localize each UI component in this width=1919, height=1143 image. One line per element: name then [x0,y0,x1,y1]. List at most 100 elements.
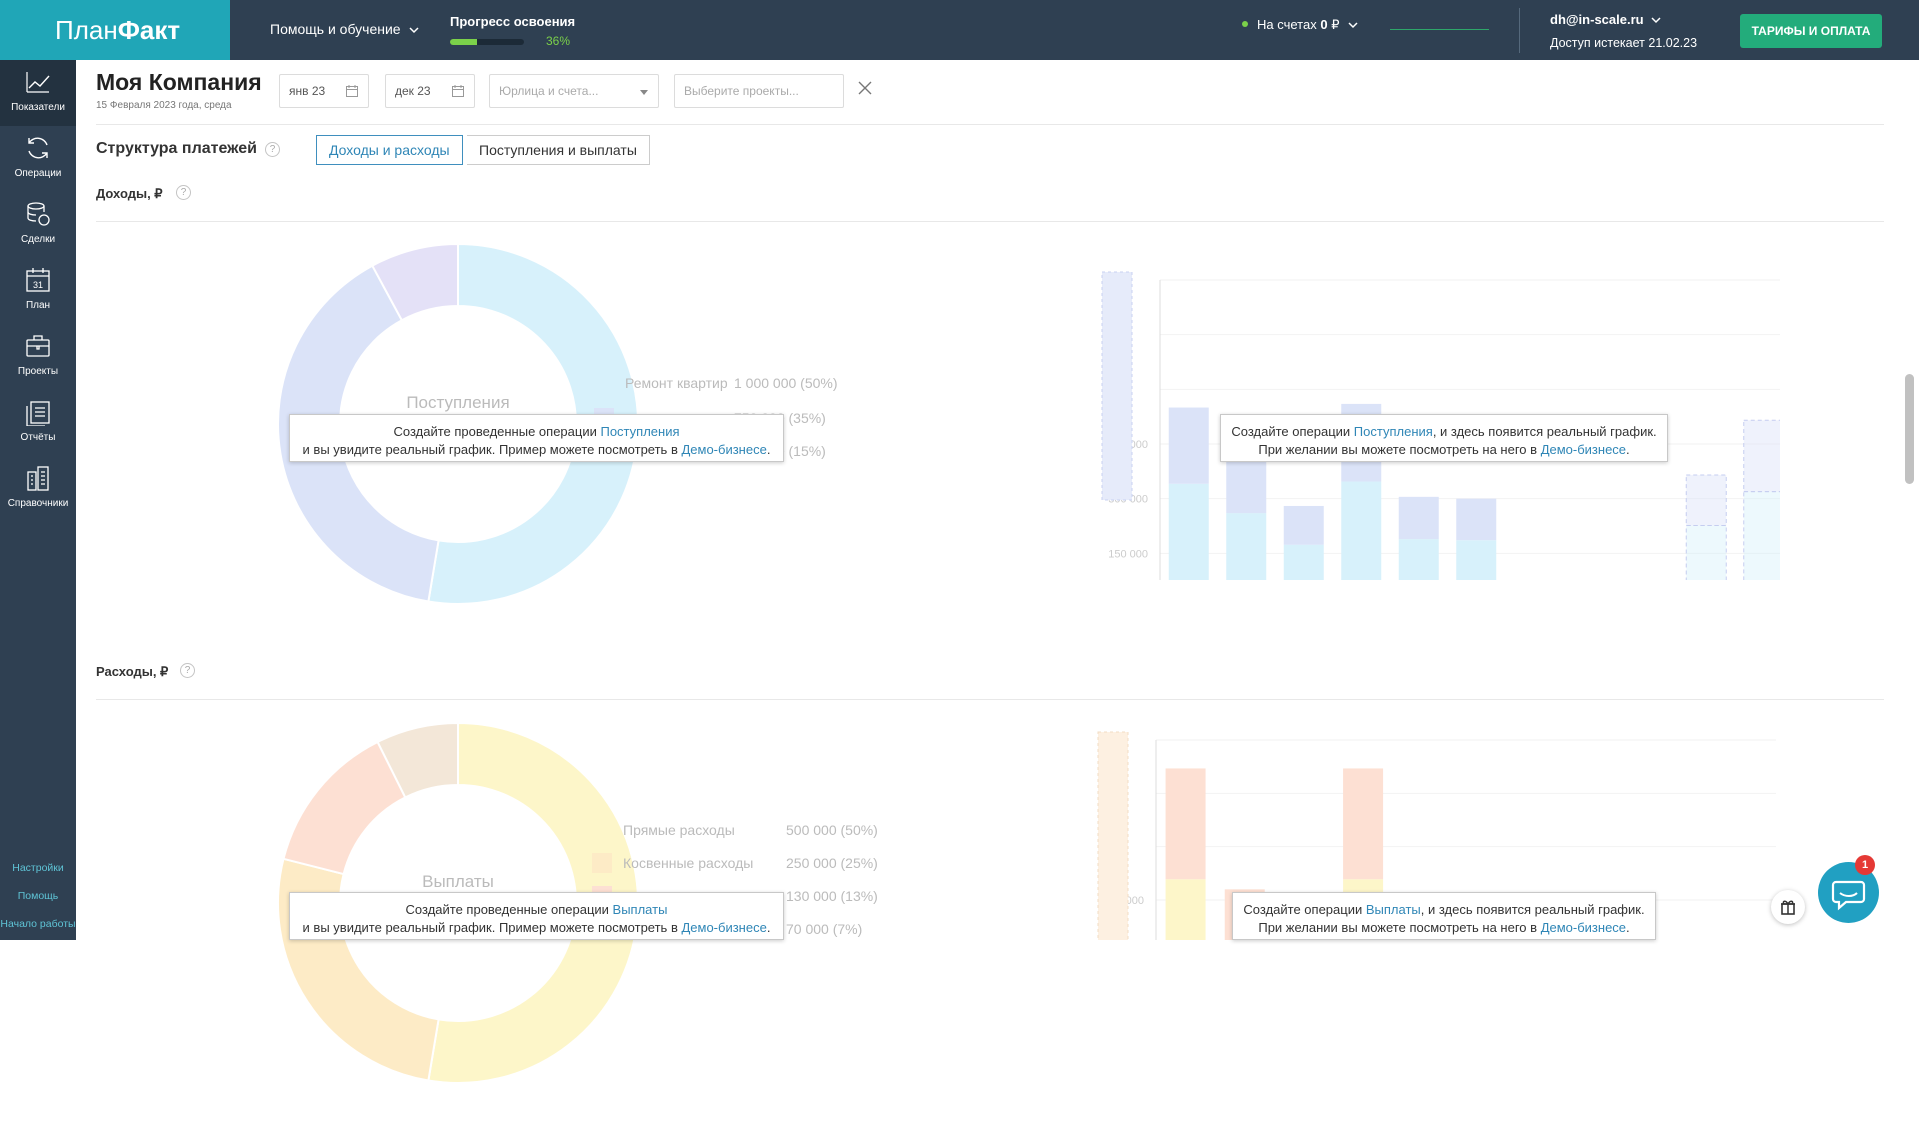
learning-progress[interactable]: Прогресс освоения 36% [450,14,576,48]
payments-link[interactable]: Выплаты [1365,902,1421,917]
getting-started-link[interactable]: Начало работы [0,918,76,930]
demo-business-link[interactable]: Демо-бизнесе [1540,442,1627,457]
expense-bar-hint: Создайте операции Выплаты, и здесь появи… [1232,892,1656,940]
hint-text: . [1626,442,1630,457]
demo-business-link[interactable]: Демо-бизнесе [1540,920,1627,935]
help-icon[interactable]: ? [265,142,280,157]
bar-segment [1168,483,1209,580]
settings-link[interactable]: Настройки [12,862,64,874]
user-email[interactable]: dh@in-scale.ru [1550,12,1644,27]
gift-button[interactable] [1771,890,1805,924]
hint-text: . [766,920,771,935]
bar-segment [1685,474,1727,527]
tab-receipts-payments[interactable]: Поступления и выплаты [467,135,650,165]
sidebar-item-references[interactable]: Справочники [0,456,76,522]
help-menu-label: Помощь и обучение [270,21,401,37]
sidebar-item-label: План [25,300,51,311]
receipts-link[interactable]: Поступления [600,424,680,439]
demo-business-link[interactable]: Демо-бизнесе [681,920,767,935]
donut-slice [277,264,440,603]
sidebar-item-plan[interactable]: 31 План [0,258,76,324]
accounts-underline [1390,29,1489,30]
bar-segment [1398,496,1439,540]
donut-slice [370,242,459,322]
hint-text: Создайте операции [1243,902,1363,917]
entity-select[interactable]: Юрлица и счета... [489,74,659,108]
projects-placeholder: Выберите проекты... [684,84,799,98]
legend-name: Ремонт квартир [625,375,728,391]
receipts-link[interactable]: Поступления [1353,424,1433,439]
logo-text-bold: Факт [117,15,181,45]
top-bar: ПланФакт Помощь и обучение Прогресс осво… [0,0,1919,60]
sidebar-item-projects[interactable]: Проекты [0,324,76,390]
hint-text: , и здесь появится реальный график. [1420,902,1645,917]
income-donut-hint: Создайте проведенные операции Поступлени… [289,414,784,462]
period-from-value: янв 23 [289,84,326,98]
divider [96,124,1884,125]
expense-donut-hint: Создайте проведенные операции Выплаты и … [289,892,784,940]
income-title: Доходы, ₽ [96,186,163,201]
chart-line-icon [26,72,50,93]
sidebar-item-label: Проекты [17,366,59,377]
demo-business-link[interactable]: Демо-бизнесе [681,442,767,457]
access-expiry: Доступ истекает 21.02.23 [1550,36,1698,50]
chevron-down-icon [1348,22,1358,29]
bar-segment [1226,454,1267,514]
structure-title: Структура платежей [96,140,258,157]
help-link[interactable]: Помощь [17,890,59,902]
user-menu[interactable]: dh@in-scale.ru Доступ истекает 21.02.23 [1550,12,1697,50]
calendar-day: 31 [33,280,43,290]
chevron-down-icon [409,27,420,34]
sidebar-item-indicators[interactable]: Показатели [0,60,76,126]
legend-swatch [594,373,614,393]
hint-text: и вы увидите реальный график. Пример мож… [302,920,678,935]
coins-icon [27,202,50,226]
sidebar-item-label: Отчёты [20,432,56,443]
sidebar-item-label: Показатели [11,102,65,113]
legend-value: 130 000 (13%) [786,888,878,904]
notification-badge: 1 [1855,855,1875,875]
scrollbar[interactable] [1905,374,1914,484]
accounts-balance[interactable]: На счетах 0 ₽ [1242,17,1358,33]
sidebar-item-deals[interactable]: Сделки [0,192,76,258]
expense-title: Расходы, ₽ [96,664,169,679]
close-icon[interactable] [858,81,872,95]
bar-segment [1343,768,1384,880]
help-menu[interactable]: Помощь и обучение [270,21,420,37]
period-to-picker[interactable]: дек 23 [385,74,475,108]
legend-value: 250 000 (25%) [786,855,878,871]
logo[interactable]: ПланФакт [0,0,230,60]
bar-segment [1685,525,1727,580]
bar-segment [1456,540,1497,580]
sidebar: Показатели Операции Сделки 31 План Проек… [0,60,76,940]
legend-swatch [592,820,612,840]
phantom-bar [1101,271,1133,501]
hint-text: . [766,442,771,457]
payments-link[interactable]: Выплаты [612,902,668,917]
bar-segment [1743,419,1780,493]
help-icon[interactable]: ? [180,663,195,678]
current-date: 15 Февраля 2023 года, среда [96,100,232,111]
tariffs-button[interactable]: ТАРИФЫ И ОПЛАТА [1740,14,1882,48]
bar-segment [1165,879,1206,940]
divider [96,699,1884,700]
income-donut-chart: Поступления [277,242,639,605]
sidebar-item-reports[interactable]: Отчёты [0,390,76,456]
legend-value: 500 000 (50%) [786,822,878,838]
progress-bar [450,39,524,45]
bar-segment [1398,539,1439,580]
sidebar-item-operations[interactable]: Операции [0,126,76,192]
accounts-currency: ₽ [1331,17,1340,32]
progress-label: Прогресс освоения [450,14,576,29]
chat-icon [1831,880,1866,911]
projects-select[interactable]: Выберите проекты... [674,74,844,108]
legend-value: 70 000 (7%) [786,921,863,937]
progress-value: 36% [546,34,571,48]
tab-income-expense[interactable]: Доходы и расходы [316,135,463,165]
period-from-picker[interactable]: янв 23 [279,74,369,108]
accounts-label: На счетах [1257,17,1317,32]
accounts-amount: 0 [1320,17,1328,32]
calendar-icon [452,85,464,97]
help-icon[interactable]: ? [176,185,191,200]
bar-segment [1283,544,1324,580]
